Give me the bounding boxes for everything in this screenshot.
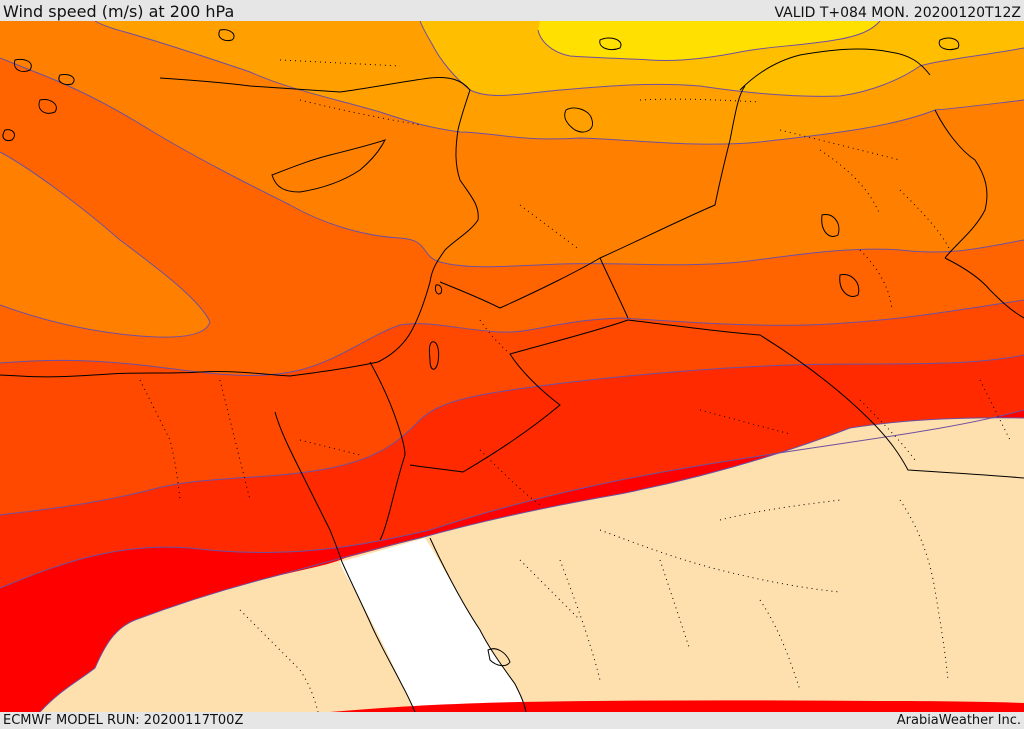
band-8-fill (538, 21, 880, 61)
footer-bar: ECMWF MODEL RUN: 20200117T00Z ArabiaWeat… (0, 712, 1024, 729)
calm-region-land (40, 417, 1024, 712)
credit-label: ArabiaWeather Inc. (896, 713, 1021, 728)
band-5-blob-west (0, 152, 210, 338)
wind-speed-map (0, 21, 1024, 712)
valid-time-label: VALID T+084 MON. 20200120T12Z (774, 5, 1021, 21)
contour-lines (0, 21, 1024, 712)
map-title: Wind speed (m/s) at 200 hPa (3, 2, 235, 21)
header-bar: Wind speed (m/s) at 200 hPa VALID T+084 … (0, 0, 1024, 21)
coastlines-and-borders (0, 29, 1024, 712)
calm-region-sea (340, 538, 526, 712)
band-1-bottom-strip (330, 700, 1024, 712)
internal-borders (139, 59, 1011, 712)
model-run-label: ECMWF MODEL RUN: 20200117T00Z (3, 713, 244, 728)
